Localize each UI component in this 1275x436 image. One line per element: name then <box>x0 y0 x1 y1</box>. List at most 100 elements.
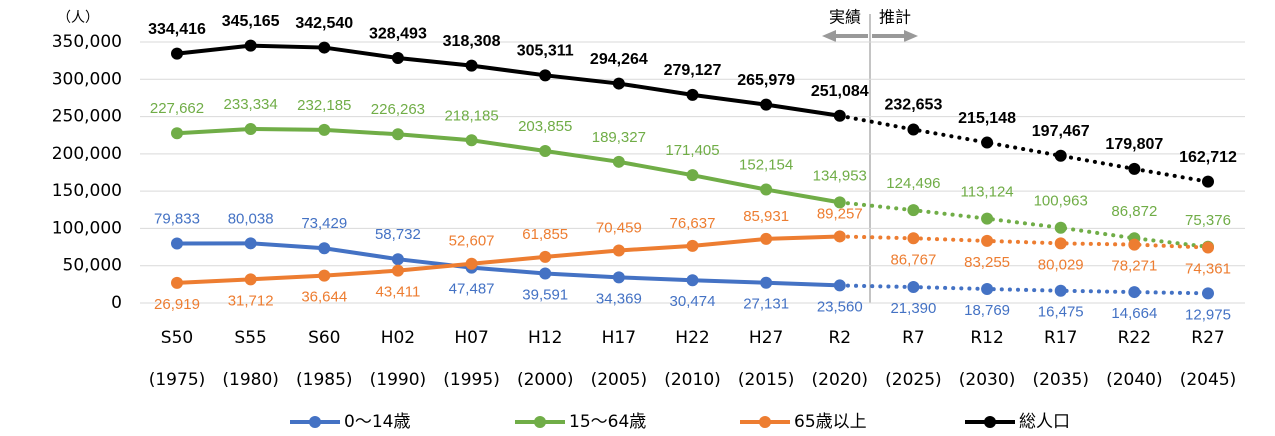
x-tick-label: R7 <box>902 328 925 348</box>
data-point <box>833 230 846 243</box>
data-point <box>1128 238 1141 251</box>
data-label: 30,474 <box>670 293 716 310</box>
data-label: 80,038 <box>228 210 274 227</box>
x-tick-sublabel: (2040) <box>1106 370 1163 390</box>
legend-label: 総人口 <box>1019 412 1070 432</box>
data-point <box>612 244 625 257</box>
data-point <box>760 98 773 111</box>
data-label: 328,493 <box>369 25 427 42</box>
data-point <box>612 155 625 168</box>
x-tick-sublabel: (1990) <box>370 370 427 390</box>
data-label: 232,653 <box>885 97 943 114</box>
series-line <box>175 126 842 205</box>
data-point <box>981 234 994 247</box>
annotation: 推計 <box>879 8 911 27</box>
data-label: 227,662 <box>150 100 204 117</box>
data-label: 203,855 <box>518 118 572 135</box>
data-label: 39,591 <box>522 286 568 303</box>
data-point <box>833 109 846 122</box>
data-label: 79,833 <box>154 210 200 227</box>
data-point <box>171 127 183 140</box>
series-line <box>175 43 842 118</box>
data-point <box>465 134 478 147</box>
data-label: 113,124 <box>961 184 1014 201</box>
x-tick-label: S60 <box>308 328 340 348</box>
x-tick-label: H12 <box>528 328 562 348</box>
x-tick-label: H07 <box>454 328 488 348</box>
x-tick-sublabel: (2035) <box>1032 370 1089 390</box>
x-tick-sublabel: (1975) <box>149 370 206 390</box>
data-point <box>539 267 552 280</box>
data-point <box>1054 284 1067 297</box>
legend-label: 0〜14歳 <box>344 412 410 432</box>
x-tick-sublabel: (1980) <box>222 370 279 390</box>
annotation: 実績 <box>829 8 861 27</box>
data-point <box>760 232 773 245</box>
data-label: 171,405 <box>665 142 719 159</box>
legend-marker <box>759 416 771 428</box>
y-tick-label: 250,000 <box>52 107 122 127</box>
data-label: 218,185 <box>444 107 498 124</box>
data-point <box>244 122 257 135</box>
data-label: 334,416 <box>148 21 206 38</box>
x-tick-label: H22 <box>675 328 709 348</box>
data-label: 27,131 <box>743 296 789 313</box>
data-point <box>1202 241 1214 254</box>
data-point <box>1128 162 1141 175</box>
x-tick-label: S55 <box>234 328 266 348</box>
data-label: 233,334 <box>224 96 278 113</box>
data-point <box>1202 175 1214 188</box>
data-label: 318,308 <box>443 33 501 50</box>
y-tick-label: 0 <box>111 293 122 313</box>
data-point <box>686 169 699 182</box>
data-point <box>539 144 552 157</box>
data-label: 18,769 <box>964 302 1010 319</box>
data-point <box>318 242 331 255</box>
x-tick-sublabel: (2045) <box>1180 370 1237 390</box>
data-label: 16,475 <box>1038 304 1084 321</box>
data-label: 85,931 <box>743 208 789 225</box>
data-label: 189,327 <box>592 129 646 146</box>
data-label: 152,154 <box>739 157 793 174</box>
data-label: 58,732 <box>375 226 421 243</box>
x-tick-label: R27 <box>1191 328 1224 348</box>
data-label: 36,644 <box>301 289 347 306</box>
data-point <box>833 279 846 292</box>
data-label: 80,029 <box>1038 256 1084 273</box>
data-label: 26,919 <box>154 296 200 313</box>
data-label: 265,979 <box>737 72 795 89</box>
legend-marker <box>984 416 996 428</box>
x-tick-sublabel: (1985) <box>296 370 353 390</box>
x-tick-label: H02 <box>381 328 415 348</box>
data-label: 226,263 <box>371 101 425 118</box>
x-tick-label: R17 <box>1044 328 1077 348</box>
data-label: 75,376 <box>1185 212 1231 229</box>
x-tick-sublabel: (2010) <box>664 370 721 390</box>
data-label: 179,807 <box>1105 136 1163 153</box>
data-label: 43,411 <box>376 284 421 301</box>
data-label: 232,185 <box>297 97 351 114</box>
x-tick-label: H17 <box>602 328 636 348</box>
data-point <box>171 237 183 250</box>
x-tick-sublabel: (2020) <box>812 370 869 390</box>
y-tick-label: 300,000 <box>52 69 122 89</box>
x-tick-sublabel: (2005) <box>591 370 648 390</box>
data-label: 345,165 <box>222 13 280 30</box>
data-label: 86,767 <box>890 251 936 268</box>
y-tick-label: 350,000 <box>52 32 122 52</box>
data-point <box>760 183 773 196</box>
data-label: 124,496 <box>886 175 940 192</box>
data-point <box>244 273 257 286</box>
data-point <box>612 271 625 284</box>
data-label: 21,390 <box>890 300 936 317</box>
data-label: 76,637 <box>670 215 716 232</box>
series-line <box>175 241 842 288</box>
data-label: 83,255 <box>964 254 1010 271</box>
data-point <box>686 274 699 287</box>
data-label: 305,311 <box>517 43 574 60</box>
arrow <box>872 34 904 38</box>
data-point <box>612 77 625 90</box>
data-point <box>318 41 331 54</box>
data-label: 342,540 <box>295 15 353 32</box>
